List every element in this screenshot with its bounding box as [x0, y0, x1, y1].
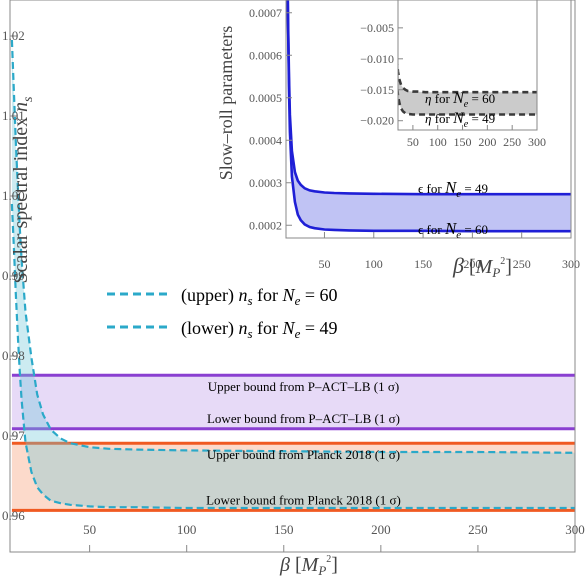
main-x-axis: 50 100 150 200 250 300 [83, 522, 585, 552]
legend-entry-upper: (upper) ns for Ne = 60 [181, 285, 338, 308]
main-x-tick-label: 50 [83, 522, 96, 537]
main-y-tick-label: 0.99 [2, 268, 25, 283]
inset1-x-tick-label: 150 [414, 257, 432, 271]
inset1-y-tick-label: 0.0003 [249, 176, 282, 190]
ns-curve-lower [10, 203, 575, 510]
inset2-y-tick-label: −0.020 [360, 114, 394, 128]
main-x-tick-label: 150 [274, 522, 294, 537]
eta-curve-0 [398, 58, 537, 94]
inset1-y-axis-label: Slow–roll parameters [216, 26, 236, 180]
band-upper-label-0: Upper bound from P–ACT–LB (1 σ) [208, 379, 400, 394]
inset2-x-axis: 50 100 150 200 250 300 [407, 125, 546, 149]
inset1-y-tick-label: 0.0007 [249, 6, 282, 20]
inset2-label-eta-49: η for Ne = 49 [425, 110, 495, 130]
inset1-x-axis: 50 100 150 200 250 300 [318, 232, 580, 271]
main-y-axis: 0.96 0.97 0.98 0.99 1.00 1.01 1.02 [2, 28, 25, 523]
epsilon-curve-1 [286, 0, 571, 233]
inset2-x-tick-label: 300 [528, 135, 546, 149]
inset2-y-tick-label: −0.010 [360, 52, 394, 66]
inset1-frame [285, 0, 572, 239]
band-fill-0 [11, 375, 575, 429]
main-y-tick-label: 1.00 [2, 188, 25, 203]
inset2-label-eta-60: η for Ne = 60 [425, 90, 495, 110]
inset2-x-tick-label: 150 [454, 135, 472, 149]
inset1-label-eps-49: ϵ for Ne = 49 [418, 178, 488, 200]
inset1-x-axis-label: β [MP2] [452, 253, 512, 280]
inset1-x-tick-label: 50 [318, 257, 330, 271]
inset1-x-tick-label: 100 [365, 257, 383, 271]
main-y-tick-label: 0.96 [2, 508, 25, 523]
main-x-tick-label: 100 [177, 522, 197, 537]
inset1-curves [286, 0, 571, 233]
inset2-x-tick-label: 50 [407, 135, 419, 149]
legend-entry-lower: (lower) ns for Ne = 49 [181, 318, 338, 341]
inset1-x-tick-label: 300 [562, 257, 580, 271]
inset2-frame [397, 0, 538, 131]
main-y-tick-label: 1.01 [2, 108, 25, 123]
main-x-tick-label: 250 [468, 522, 488, 537]
inset2-curves [398, 58, 537, 116]
inset2-y-tick-label: −0.005 [360, 21, 394, 35]
band-fill-1 [11, 443, 575, 511]
epsilon-region-fill [287, 0, 571, 232]
main-y-tick-label: 0.97 [2, 428, 25, 443]
band-upper-label-1: Upper bound from Planck 2018 (1 σ) [207, 447, 400, 462]
inset1-label-eps-60: ϵ for Ne = 60 [418, 219, 488, 241]
inset1-y-tick-label: 0.0004 [249, 133, 282, 147]
ns-region-fill [11, 40, 575, 508]
inset2-y-axis: −0.005 −0.010 −0.015 −0.020 [360, 21, 403, 128]
legend: (upper) ns for Ne = 60 (lower) ns for Ne… [107, 285, 338, 341]
band-lower-label-1: Lower bound from Planck 2018 (1 σ) [206, 492, 401, 507]
inset1-y-tick-label: 0.0002 [249, 218, 282, 232]
inset1-x-tick-label: 250 [513, 257, 531, 271]
main-y-tick-label: 1.02 [2, 28, 25, 43]
main-y-axis-label: Scalar spectral index ns [10, 96, 36, 284]
main-x-axis-label: β [MP2] [279, 554, 338, 577]
main-x-tick-label: 200 [371, 522, 391, 537]
inset-eta: 50 100 150 200 250 300 −0.005−0.010−0.015−0.0… [360, 0, 546, 149]
inset1-y-tick-label: 0.0005 [249, 91, 282, 105]
main-y-tick-label: 0.98 [2, 348, 25, 363]
main-bands [11, 373, 575, 512]
band-lower-label-0: Lower bound from P–ACT–LB (1 σ) [207, 411, 400, 426]
inset2-y-tick-label: −0.015 [360, 83, 394, 97]
main-curves [10, 39, 575, 510]
main-x-tick-label: 300 [565, 522, 585, 537]
inset2-x-tick-label: 100 [429, 135, 447, 149]
inset1-y-axis: 0.0002 0.0003 0.0004 0.0005 0.0006 0.0007 [249, 6, 292, 232]
inset1-x-tick-label: 200 [463, 257, 481, 271]
inset2-x-tick-label: 200 [478, 135, 496, 149]
inset2-x-tick-label: 250 [503, 135, 521, 149]
inset1-y-tick-label: 0.0006 [249, 48, 282, 62]
band-labels: Upper bound from P–ACT–LB (1 σ) Lower bou… [206, 379, 401, 507]
ns-curve-upper [10, 39, 575, 454]
